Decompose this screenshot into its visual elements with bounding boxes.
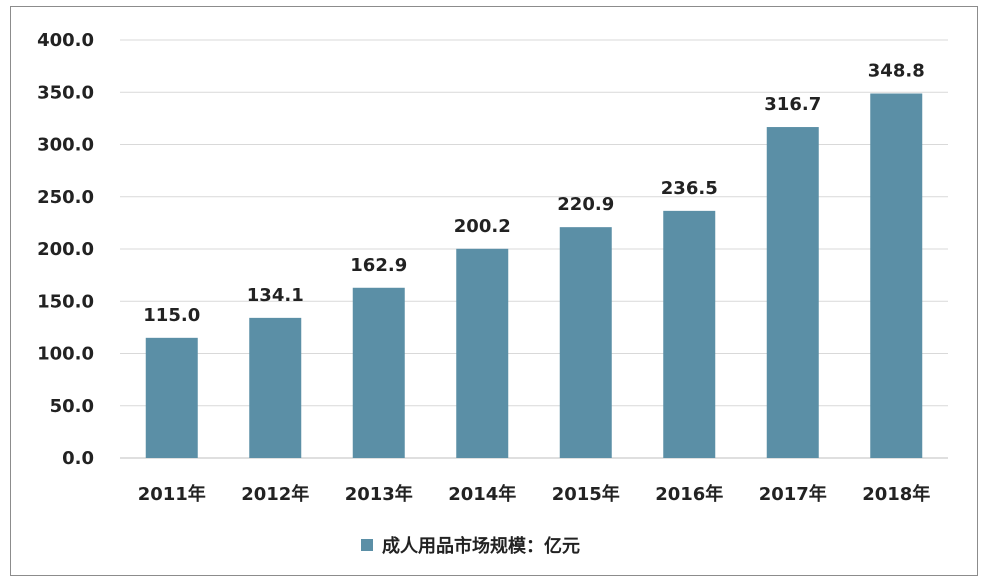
bar — [766, 127, 819, 459]
x-tick-label: 2011年 — [138, 483, 206, 505]
x-axis-ticks: 2011年 2012年 2013年 2014年 2015年 2016年 2017年 2018年 — [138, 483, 931, 505]
bar — [663, 210, 716, 458]
x-tick-label: 2016年 — [655, 483, 723, 505]
data-labels: 115.0 134.1 162.9 200.2 220.9 236.5 316.7 348.8 — [143, 61, 924, 326]
data-label: 162.9 — [350, 255, 407, 276]
bars — [145, 93, 923, 459]
x-tick-label: 2013年 — [345, 483, 413, 505]
bar — [249, 317, 302, 458]
data-label: 316.7 — [764, 94, 821, 115]
data-label: 200.2 — [454, 216, 511, 237]
data-label: 220.9 — [557, 194, 614, 215]
y-tick-label: 0.0 — [62, 448, 94, 469]
gridlines — [120, 39, 948, 459]
bar — [352, 287, 405, 458]
y-tick-label: 300.0 — [37, 135, 94, 156]
y-tick-label: 150.0 — [37, 291, 94, 312]
x-tick-label: 2018年 — [862, 483, 930, 505]
y-tick-label: 200.0 — [37, 239, 94, 260]
data-label: 236.5 — [661, 178, 718, 199]
y-tick-label: 400.0 — [37, 30, 94, 51]
bar — [870, 93, 923, 458]
y-tick-label: 50.0 — [50, 396, 94, 417]
x-tick-label: 2012年 — [241, 483, 309, 505]
x-tick-label: 2014年 — [448, 483, 516, 505]
data-label: 115.0 — [143, 305, 200, 326]
x-tick-label: 2017年 — [759, 483, 827, 505]
bar — [559, 227, 612, 458]
y-tick-label: 250.0 — [37, 187, 94, 208]
legend-label: 成人用品市场规模：亿元 — [382, 535, 580, 557]
data-label: 348.8 — [868, 61, 925, 82]
x-tick-label: 2015年 — [552, 483, 620, 505]
legend-swatch — [361, 539, 373, 551]
legend: 成人用品市场规模：亿元 — [361, 535, 580, 557]
y-axis-ticks: 0.0 50.0 100.0 150.0 200.0 250.0 300.0 350.0 400… — [37, 30, 94, 469]
bar — [145, 337, 198, 458]
data-label: 134.1 — [247, 285, 304, 306]
y-tick-label: 100.0 — [37, 344, 94, 365]
bar — [456, 248, 509, 458]
y-tick-label: 350.0 — [37, 82, 94, 103]
